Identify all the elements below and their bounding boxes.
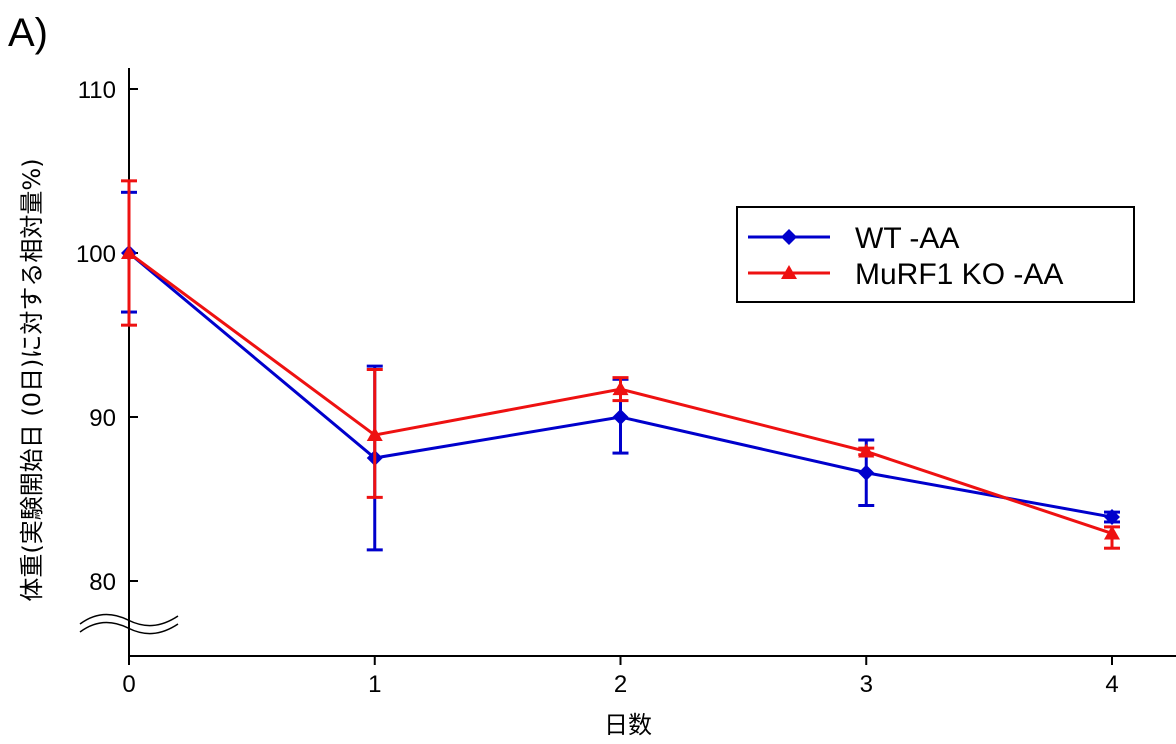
y-tick-label: 80: [89, 569, 116, 596]
data-point-triangle: [858, 443, 875, 458]
data-point-triangle: [1104, 525, 1120, 540]
y-tick-label: 90: [89, 405, 116, 432]
data-point-triangle: [366, 427, 383, 442]
y-tick-label: 100: [76, 241, 116, 268]
data-point-triangle: [121, 245, 137, 259]
data-point-triangle: [781, 265, 797, 279]
series-1: [121, 179, 1120, 550]
legend-label: MuRF1 KO -AA: [855, 258, 1063, 291]
series-layer: [121, 179, 1120, 552]
y-ticks: 80 90 100 110: [76, 77, 138, 596]
data-point-diamond: [781, 229, 797, 245]
data-point-triangle: [612, 381, 629, 396]
data-point-diamond: [1104, 509, 1120, 526]
legend-item-0: WT -AA: [748, 222, 959, 255]
x-tick-label: 0: [122, 671, 135, 698]
x-tick-label: 4: [1105, 671, 1118, 698]
x-tick-label: 3: [860, 671, 873, 698]
legend-label: WT -AA: [855, 222, 959, 255]
axis-break-symbol: [79, 613, 179, 635]
y-axis-label: 体重(実験開始日 (0日)に対する相対量%): [18, 158, 46, 601]
y-tick-label: 110: [78, 77, 116, 104]
legend-item-1: MuRF1 KO -AA: [748, 258, 1063, 291]
data-point-diamond: [858, 464, 875, 481]
x-tick-label: 2: [614, 671, 627, 698]
axes: [79, 68, 1176, 657]
x-axis-label: 日数: [604, 711, 652, 739]
panel-label: A): [8, 11, 48, 55]
x-ticks: 0 1 2 3 4: [122, 656, 1119, 698]
legend-box: [736, 206, 1135, 303]
data-point-diamond: [612, 409, 629, 425]
x-tick-label: 1: [368, 671, 381, 698]
